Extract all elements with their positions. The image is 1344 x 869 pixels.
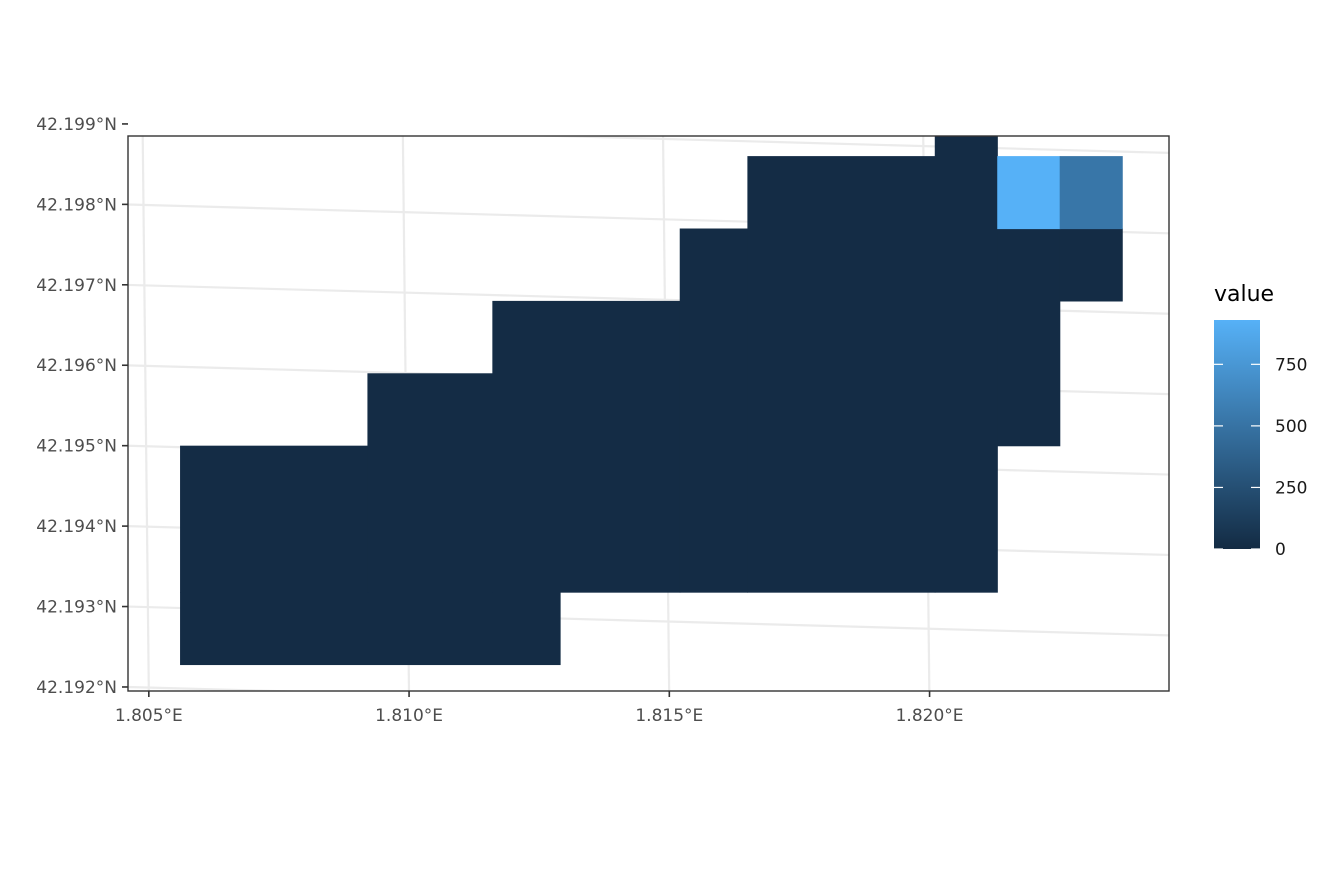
graticule-lat-6: [128, 203, 1169, 235]
raster-cell-10: [1059, 156, 1123, 230]
raster-cells: [180, 136, 1123, 666]
legend-label-3: 750: [1275, 355, 1307, 375]
graticule-lat-0: [128, 685, 314, 691]
y-tick-label-0: 42.192°N: [36, 678, 117, 698]
graticule-lat-1: [128, 605, 1169, 637]
graticule: [128, 136, 1169, 691]
legend-label-1: 250: [1275, 478, 1307, 498]
y-tick-label-6: 42.198°N: [36, 195, 117, 215]
legend-colorbar: [1214, 320, 1260, 549]
graticule-lat-7: [518, 136, 1169, 155]
y-tick-label-4: 42.196°N: [36, 356, 117, 376]
x-tick-label-2: 1.815°E: [635, 706, 703, 726]
raster-cell-9: [997, 156, 1061, 230]
legend: value 0 250 500 750: [1214, 282, 1307, 560]
y-tick-label-2: 42.194°N: [36, 517, 117, 537]
x-tick-label-0: 1.805°E: [115, 706, 183, 726]
y-tick-label-5: 42.197°N: [36, 276, 117, 296]
raster-cell-6: [934, 136, 998, 593]
legend-title: value: [1214, 282, 1274, 307]
y-tick-label-7: 42.199°N: [36, 115, 117, 135]
legend-ticks: 0 250 500 750: [1214, 355, 1307, 560]
x-tick-label-3: 1.820°E: [896, 706, 964, 726]
x-tick-label-1: 1.810°E: [375, 706, 443, 726]
raster-cell-7: [997, 228, 1061, 447]
raster-cell-0: [180, 592, 561, 666]
raster-cell-8: [1059, 228, 1123, 302]
raster-cell-1: [180, 445, 369, 593]
legend-label-2: 500: [1275, 417, 1307, 437]
raster-cell-2: [367, 373, 493, 593]
y-tick-label-1: 42.193°N: [36, 598, 117, 618]
y-tick-label-3: 42.195°N: [36, 437, 117, 457]
raster-cell-4: [679, 228, 748, 593]
raster-cell-3: [492, 300, 681, 593]
legend-label-0: 0: [1275, 540, 1286, 560]
axes: 42.192°N 42.193°N 42.194°N 42.195°N 42.196°N…: [36, 115, 963, 726]
panel-border: [127, 135, 1170, 692]
raster-cell-5: [747, 156, 936, 593]
graticule-lat-5: [128, 283, 1169, 315]
graticule-lon-0: [141, 136, 150, 691]
